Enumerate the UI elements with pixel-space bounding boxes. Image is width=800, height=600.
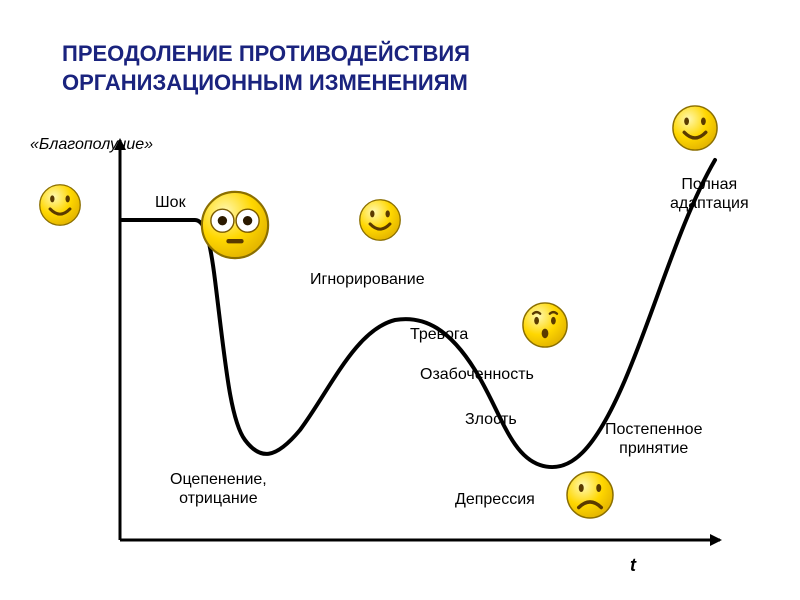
- stage-label: Злость: [465, 410, 517, 429]
- stage-label: Оцепенение, отрицание: [170, 470, 267, 508]
- stage-label: Депрессия: [455, 490, 535, 509]
- chart-svg: [0, 0, 800, 600]
- adaptation-smile-icon: [671, 104, 719, 157]
- shock-icon: [199, 189, 271, 266]
- anxiety-surprised-icon: [521, 301, 569, 354]
- happy-start-icon: [38, 183, 82, 232]
- ignore-smile-icon: [358, 198, 402, 247]
- stage-label: Постепенное принятие: [605, 420, 702, 458]
- stage-label: Тревога: [410, 325, 468, 344]
- stage-label: Озабоченность: [420, 365, 534, 384]
- stage-label: Шок: [155, 193, 186, 212]
- stage-label: Игнорирование: [310, 270, 425, 289]
- stage-label: Полная адаптация: [670, 175, 749, 213]
- x-axis-label: t: [630, 555, 636, 577]
- depression-sad-icon: [565, 470, 615, 525]
